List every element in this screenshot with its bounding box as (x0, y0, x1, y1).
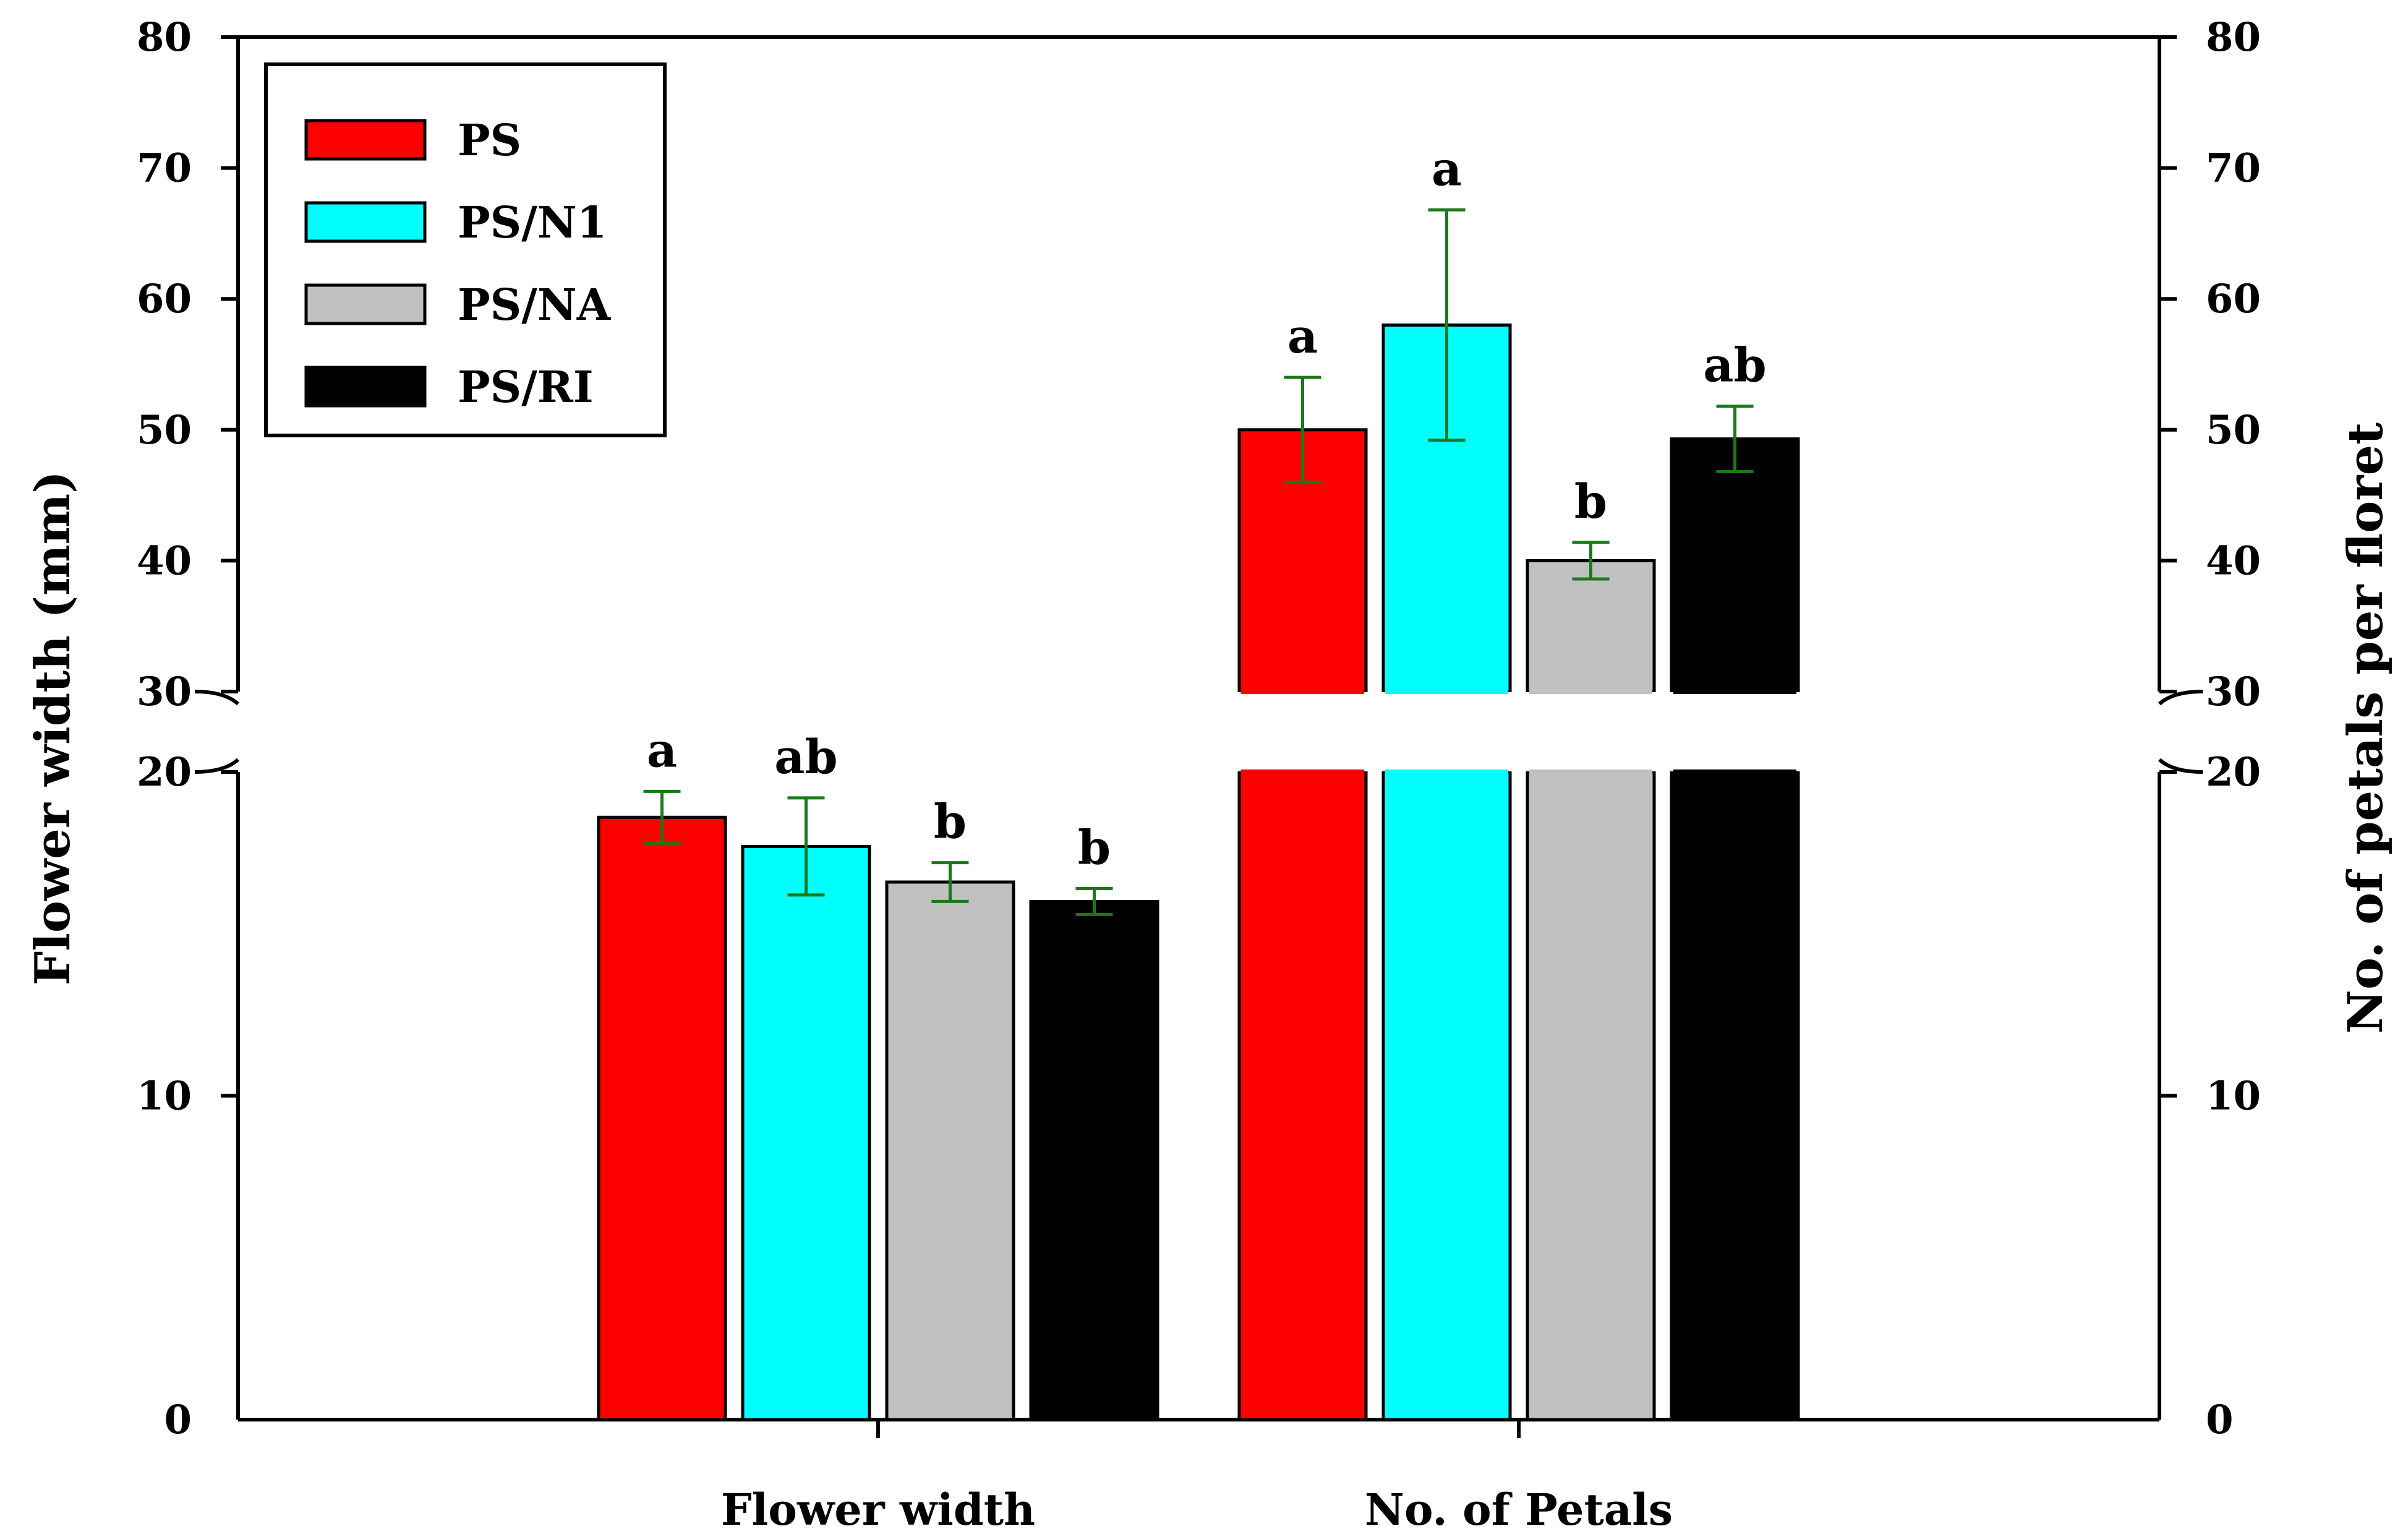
significance-label: ab (774, 729, 837, 784)
significance-label: b (1574, 474, 1607, 529)
left-tick-label: 60 (137, 276, 192, 322)
x-tick-label: No. of Petals (1365, 1484, 1673, 1535)
left-tick-label: 10 (137, 1073, 192, 1120)
significance-label: a (1287, 309, 1318, 364)
significance-label: a (1432, 141, 1462, 196)
legend-label: PS (458, 114, 521, 166)
bar-ps (597, 815, 727, 1421)
axes: Flower width (mm) No. of petals per flore… (25, 35, 2394, 1421)
left-break-mark-upper (194, 690, 240, 706)
legend-label: PS/NA (458, 279, 612, 330)
right-tick-label: 50 (2206, 407, 2261, 453)
left-break-mark-lower (194, 758, 240, 774)
ticks: 0 10 20 30 40 50 60 70 80 0 10 20 30 40 50 60 70 80 Flower… (137, 14, 2261, 1535)
bar-ps-ri (1029, 899, 1159, 1421)
left-tick-label: 70 (137, 145, 192, 192)
legend: PS PS/N1 PS/NA PS/RI (264, 62, 667, 437)
x-tick-label: Flower width (721, 1484, 1035, 1535)
right-break-mark-lower (2158, 758, 2203, 774)
significance-label: ab (1703, 338, 1766, 393)
error-bars (643, 208, 1754, 916)
left-tick-label: 50 (137, 407, 192, 453)
significance-label: b (934, 794, 967, 849)
right-tick-label: 0 (2206, 1397, 2234, 1443)
legend-swatch (304, 201, 427, 243)
bar-ps-n1-lower (1381, 770, 1512, 1421)
right-tick-label: 40 (2206, 538, 2261, 584)
right-tick-label: 30 (2206, 669, 2261, 715)
right-tick-label: 80 (2206, 14, 2261, 61)
left-tick-label: 0 (164, 1397, 192, 1443)
legend-label: PS/N1 (458, 197, 607, 248)
significance-label: a (647, 722, 677, 778)
y-axis-title-left: Flower width (mm) (25, 471, 81, 985)
bar-ps-na-lower (1526, 770, 1656, 1421)
y-axis-title-right: No. of petals per floret (2338, 422, 2394, 1034)
left-tick-label: 80 (137, 14, 192, 61)
left-tick-label: 40 (137, 538, 192, 584)
right-tick-label: 70 (2206, 145, 2261, 192)
right-break-mark-upper (2158, 690, 2203, 706)
right-tick-label: 60 (2206, 276, 2261, 322)
legend-swatch (304, 366, 427, 408)
left-tick-label: 30 (137, 669, 192, 715)
legend-swatch (304, 119, 427, 161)
right-tick-label: 20 (2206, 749, 2261, 795)
bar-ps-na (885, 880, 1015, 1421)
right-tick-label: 10 (2206, 1073, 2261, 1120)
bars (597, 324, 1800, 1421)
legend-label: PS/RI (458, 361, 594, 413)
bar-ps-ri-lower (1670, 770, 1800, 1421)
bar-ps-ri-upper (1670, 437, 1800, 693)
left-tick-label: 20 (137, 749, 192, 795)
bar-ps-n1 (741, 844, 871, 1421)
legend-swatch (304, 283, 427, 325)
bar-ps-lower (1237, 770, 1368, 1421)
significance-label: b (1078, 820, 1111, 875)
